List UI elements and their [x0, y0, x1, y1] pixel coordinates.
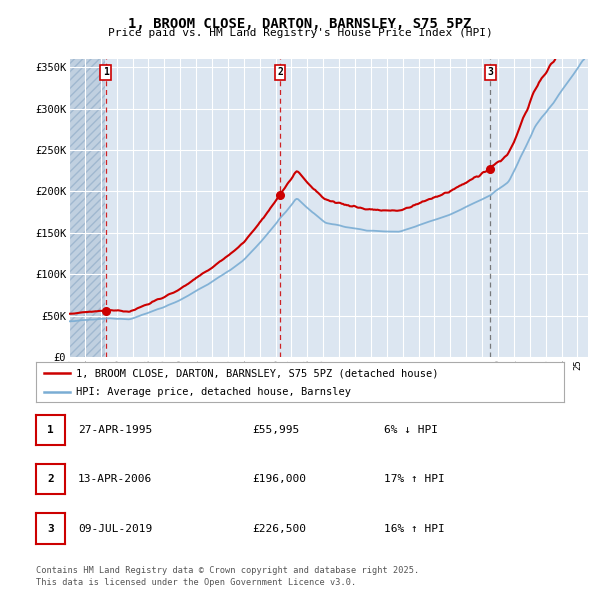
Text: £55,995: £55,995: [252, 425, 299, 435]
Text: 17% ↑ HPI: 17% ↑ HPI: [384, 474, 445, 484]
Text: 6% ↓ HPI: 6% ↓ HPI: [384, 425, 438, 435]
Text: £226,500: £226,500: [252, 524, 306, 533]
Text: 1: 1: [103, 67, 109, 77]
Text: Price paid vs. HM Land Registry's House Price Index (HPI): Price paid vs. HM Land Registry's House …: [107, 28, 493, 38]
Text: 13-APR-2006: 13-APR-2006: [78, 474, 152, 484]
Text: 27-APR-1995: 27-APR-1995: [78, 425, 152, 435]
Text: £196,000: £196,000: [252, 474, 306, 484]
Text: 2: 2: [47, 474, 54, 484]
Text: 09-JUL-2019: 09-JUL-2019: [78, 524, 152, 533]
Text: Contains HM Land Registry data © Crown copyright and database right 2025.
This d: Contains HM Land Registry data © Crown c…: [36, 566, 419, 587]
Text: 16% ↑ HPI: 16% ↑ HPI: [384, 524, 445, 533]
Text: 1: 1: [47, 425, 54, 435]
Text: 1, BROOM CLOSE, DARTON, BARNSLEY, S75 5PZ (detached house): 1, BROOM CLOSE, DARTON, BARNSLEY, S75 5P…: [76, 368, 438, 378]
Text: 2: 2: [277, 67, 283, 77]
Text: 3: 3: [47, 524, 54, 533]
Text: 3: 3: [487, 67, 493, 77]
Text: HPI: Average price, detached house, Barnsley: HPI: Average price, detached house, Barn…: [76, 388, 350, 397]
Bar: [69, 59, 104, 357]
Text: 1, BROOM CLOSE, DARTON, BARNSLEY, S75 5PZ: 1, BROOM CLOSE, DARTON, BARNSLEY, S75 5P…: [128, 17, 472, 31]
